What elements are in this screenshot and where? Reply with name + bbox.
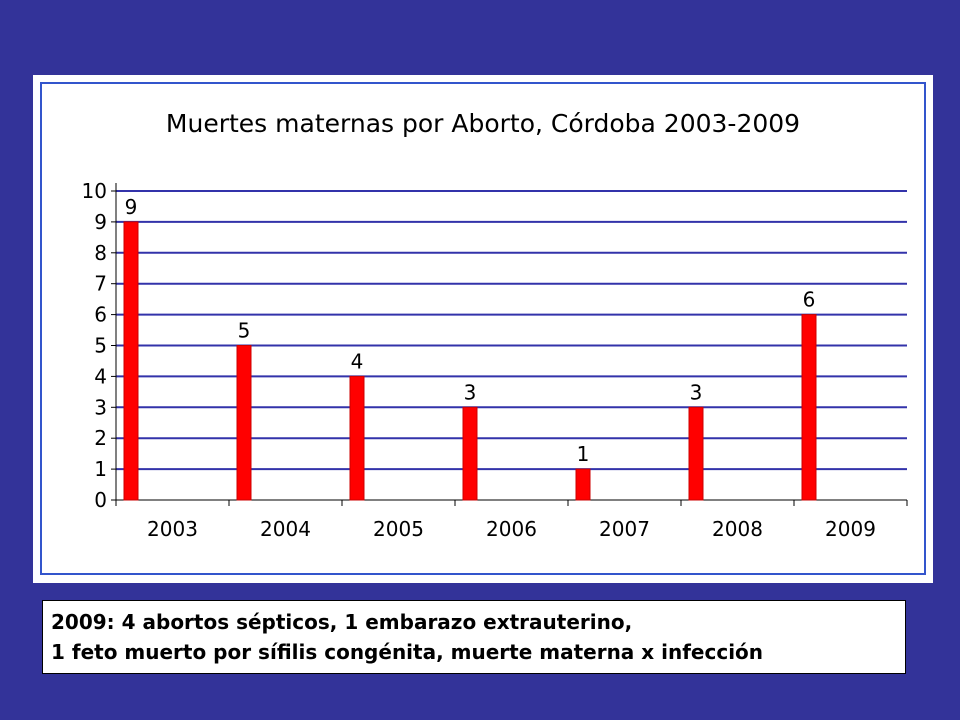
bar (236, 345, 252, 501)
y-tick-label: 8 (94, 241, 107, 265)
y-tick-label: 10 (82, 179, 107, 203)
x-tick-labels: 2003 2004 2005 2006 2007 2008 2009 (147, 517, 876, 541)
data-label: 5 (238, 319, 251, 343)
y-tick-label: 5 (94, 334, 107, 358)
data-label: 6 (803, 288, 816, 312)
y-tick-label: 9 (94, 210, 107, 234)
x-tick-label: 2005 (373, 517, 424, 541)
data-label: 4 (351, 349, 364, 373)
bar (801, 314, 817, 501)
chart-frame (40, 82, 926, 575)
chart-title: Muertes maternas por Aborto, Córdoba 200… (166, 109, 800, 138)
data-labels: 9 5 4 3 1 3 6 (125, 195, 816, 466)
x-tick-label: 2009 (825, 517, 876, 541)
bars (123, 221, 817, 501)
y-tick-label: 0 (94, 488, 107, 512)
bar (688, 406, 704, 501)
chart-panel: Muertes maternas por Aborto, Córdoba 200… (33, 75, 933, 583)
bar (575, 468, 591, 501)
y-tick-labels: 0 1 2 3 4 5 6 7 8 9 10 (82, 179, 107, 512)
bar (462, 406, 478, 501)
bar-chart: Muertes maternas por Aborto, Córdoba 200… (40, 82, 926, 575)
y-tick-label: 6 (94, 303, 107, 327)
data-label: 3 (464, 380, 477, 404)
note-line-2: 1 feto muerto por sífilis congénita, mue… (51, 640, 764, 664)
x-tick-label: 2003 (147, 517, 198, 541)
x-tick-label: 2008 (712, 517, 763, 541)
x-tick-label: 2006 (486, 517, 537, 541)
note-line-1: 2009: 4 abortos sépticos, 1 embarazo ext… (51, 610, 633, 634)
data-label: 9 (125, 195, 138, 219)
y-tick-label: 4 (94, 364, 107, 388)
gridlines (116, 190, 907, 471)
bar (123, 221, 139, 501)
y-tick-label: 3 (94, 395, 107, 419)
y-tick-label: 2 (94, 426, 107, 450)
note-box: 2009: 4 abortos sépticos, 1 embarazo ext… (42, 600, 906, 674)
x-tick-label: 2004 (260, 517, 311, 541)
data-label: 3 (690, 380, 703, 404)
bar (349, 375, 365, 501)
y-tick-label: 1 (94, 457, 107, 481)
data-label: 1 (577, 442, 590, 466)
y-tick-label: 7 (94, 272, 107, 296)
x-tick-label: 2007 (599, 517, 650, 541)
